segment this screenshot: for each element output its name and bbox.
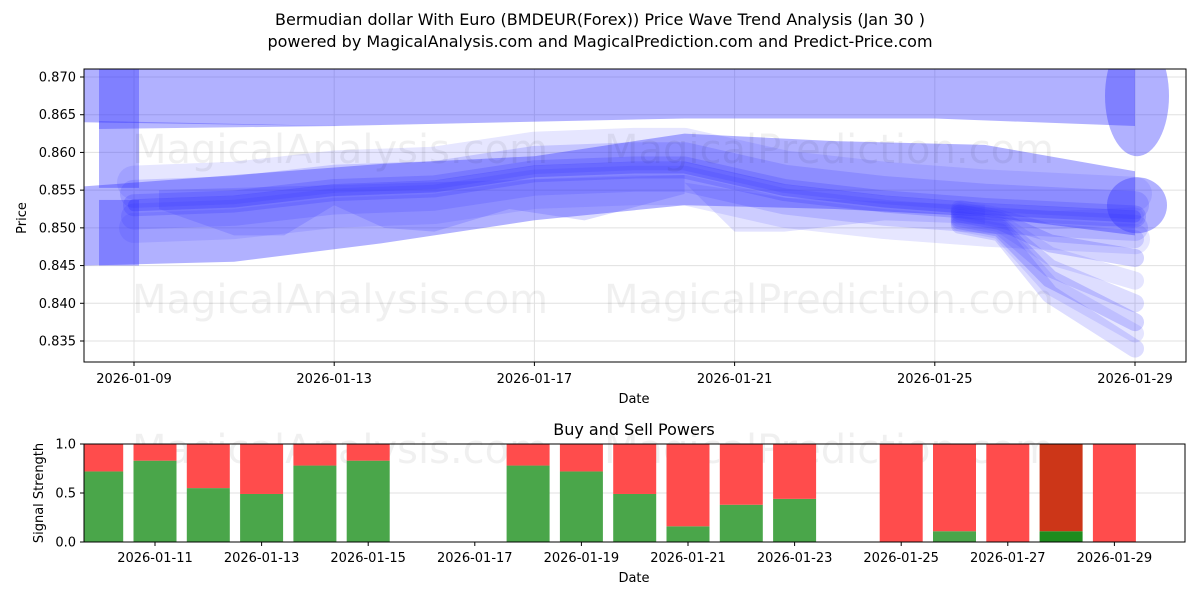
sell-bar xyxy=(559,444,603,472)
x-tick-label: 2026-01-21 xyxy=(650,551,726,566)
buy-bar xyxy=(933,531,976,542)
buy-bar xyxy=(506,465,550,542)
buy-bar xyxy=(773,498,817,542)
y-tick-label: 0.835 xyxy=(39,335,76,350)
buy-bar xyxy=(666,526,710,542)
buy-bar xyxy=(240,493,284,542)
sell-bar xyxy=(986,444,1030,542)
sell-bar xyxy=(666,444,710,527)
forecast-fan-stroke xyxy=(950,204,1144,268)
y-tick-label: 0.850 xyxy=(39,221,76,236)
forecast-fan-stroke xyxy=(950,206,1144,290)
wave-patch xyxy=(684,182,985,232)
y-tick-label: 0.860 xyxy=(39,146,76,161)
price-grid xyxy=(84,69,1186,362)
sell-bar xyxy=(773,444,817,499)
upper-envelope-band xyxy=(84,69,1135,126)
price-wave-bands xyxy=(84,69,1169,358)
left-band-block xyxy=(99,69,139,188)
core-trend-stroke xyxy=(121,165,1148,241)
sell-bar xyxy=(613,444,657,494)
band-stripe xyxy=(99,121,340,129)
buy-bar xyxy=(559,471,603,542)
buy-bar xyxy=(719,504,763,542)
signal-chart-title: Buy and Sell Powers xyxy=(553,420,715,439)
signal-y-axis-label: Signal Strength xyxy=(32,443,47,543)
band-cap xyxy=(1105,69,1169,157)
signal-axis-ticks: 0.0 0.5 1.0 2026-01-11 2026-01-13 2026-01-15 2… xyxy=(55,438,1152,567)
buy-bar xyxy=(1039,531,1083,542)
forecast-fan-stroke xyxy=(950,200,1144,230)
x-tick-label: 2026-01-17 xyxy=(437,551,513,566)
sell-bar xyxy=(240,444,284,494)
chart-subtitle: powered by MagicalAnalysis.com and Magic… xyxy=(267,32,933,51)
sell-bar xyxy=(879,444,923,542)
price-axis-ticks: 0.835 0.840 0.845 0.850 0.855 0.860 0.865 0.870… xyxy=(39,71,1173,388)
chart-title: Bermudian dollar With Euro (BMDEUR(Forex… xyxy=(275,10,925,29)
x-tick-label: 2026-01-11 xyxy=(117,551,193,566)
sell-bar xyxy=(1039,444,1083,532)
price-axes-frame xyxy=(83,68,1187,363)
outer-band xyxy=(84,133,1135,266)
sell-bar xyxy=(933,444,976,532)
forecast-fan-stroke xyxy=(950,202,1144,249)
wave-patch xyxy=(159,175,685,236)
x-tick-label: 2026-01-21 xyxy=(697,372,773,387)
core-trend-stroke xyxy=(119,175,1150,255)
signal-x-axis-label: Date xyxy=(618,571,649,586)
sell-bar xyxy=(84,444,124,472)
watermark-text: MagicalPrediction.com xyxy=(604,127,1054,173)
core-trend-stroke xyxy=(120,142,1149,220)
buy-bar xyxy=(613,493,657,542)
left-band-block xyxy=(99,199,139,266)
sell-bar xyxy=(346,444,390,461)
core-trend-stroke xyxy=(123,156,1146,228)
y-tick-label: 0.845 xyxy=(39,259,76,274)
buy-bar xyxy=(84,471,124,542)
core-trend-stroke xyxy=(117,127,1152,211)
sell-bar xyxy=(506,444,550,466)
x-tick-label: 2026-01-19 xyxy=(544,551,620,566)
forecast-fan-stroke xyxy=(950,211,1144,332)
buy-bar xyxy=(133,460,177,542)
sell-bar xyxy=(133,444,177,461)
buy-bar xyxy=(346,460,390,542)
watermark-text: MagicalAnalysis.com xyxy=(132,127,548,173)
x-tick-label: 2026-01-25 xyxy=(897,372,973,387)
y-tick-label: 0.855 xyxy=(39,184,76,199)
x-tick-label: 2026-01-25 xyxy=(863,551,939,566)
x-tick-label: 2026-01-29 xyxy=(1077,551,1153,566)
sell-bar xyxy=(293,444,337,466)
price-x-axis-label: Date xyxy=(618,392,649,407)
signal-bars xyxy=(84,444,1136,542)
forecast-fan-stroke xyxy=(950,213,1144,343)
forecast-fan-stroke xyxy=(950,215,1144,358)
sell-bar xyxy=(719,444,763,505)
x-tick-label: 2026-01-17 xyxy=(497,372,573,387)
x-tick-label: 2026-01-13 xyxy=(224,551,300,566)
core-trend-stroke xyxy=(128,161,1141,223)
sell-bar xyxy=(186,444,230,489)
x-tick-label: 2026-01-15 xyxy=(330,551,406,566)
watermark-text: MagicalPrediction.com xyxy=(604,277,1054,323)
y-tick-label: 0.5 xyxy=(55,487,76,502)
x-tick-label: 2026-01-09 xyxy=(96,372,172,387)
band-cap xyxy=(1107,177,1167,234)
y-tick-label: 0.870 xyxy=(39,71,76,86)
x-tick-label: 2026-01-13 xyxy=(296,372,372,387)
x-tick-label: 2026-01-29 xyxy=(1097,372,1173,387)
buy-bar xyxy=(186,488,230,542)
forecast-fan-stroke xyxy=(950,209,1144,313)
buy-bar xyxy=(293,465,337,542)
x-tick-label: 2026-01-23 xyxy=(757,551,833,566)
price-y-axis-label: Price xyxy=(15,202,30,234)
watermark-text: MagicalAnalysis.com xyxy=(132,277,548,323)
y-tick-label: 0.0 xyxy=(55,536,76,551)
y-tick-label: 0.865 xyxy=(39,108,76,123)
y-tick-label: 0.840 xyxy=(39,297,76,312)
sell-bar xyxy=(1092,444,1136,542)
y-tick-label: 1.0 xyxy=(55,438,76,453)
x-tick-label: 2026-01-27 xyxy=(970,551,1046,566)
